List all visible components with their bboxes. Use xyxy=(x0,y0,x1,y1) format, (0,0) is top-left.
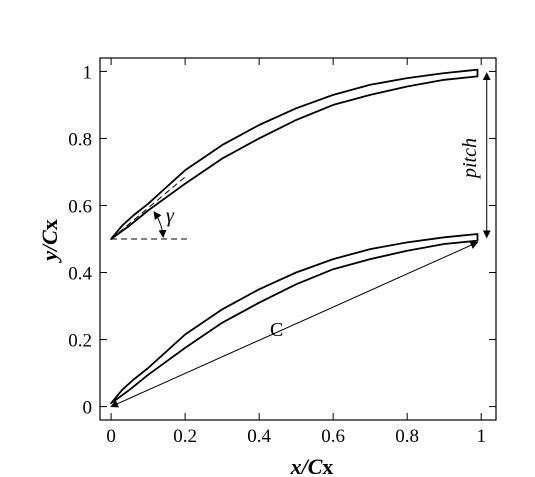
x-tick-label: 0 xyxy=(106,426,116,447)
x-tick-label: 0.6 xyxy=(321,426,345,447)
axis-titles: x/Cx y/Cx xyxy=(37,219,333,477)
chord-label: C xyxy=(270,319,283,341)
plot-frame xyxy=(99,57,497,421)
upper-blade xyxy=(110,68,479,240)
annotations: γ pitch C xyxy=(166,138,481,341)
blade-profiles xyxy=(110,68,491,408)
y-tick-label: 1 xyxy=(83,62,93,83)
gamma-arc xyxy=(153,211,167,238)
inlet-direction-line xyxy=(110,176,186,240)
x-axis-title: x/Cx xyxy=(290,454,334,477)
gamma-label: γ xyxy=(166,205,175,227)
x-tick-label: 0.2 xyxy=(173,426,197,447)
x-tick-label: 1 xyxy=(476,426,486,447)
y-tick-label: 0 xyxy=(83,398,93,419)
pitch-label: pitch xyxy=(459,138,481,180)
plot-axes: 0 0.2 0.4 0.6 0.8 1 0 0.2 0.4 0.6 0.8 1 xyxy=(68,57,497,447)
chord-arrow xyxy=(110,241,479,408)
x-tick-label: 0.8 xyxy=(395,426,419,447)
y-tick-label: 0.8 xyxy=(68,129,92,150)
y-axis-title: y/Cx xyxy=(37,219,62,264)
y-tick-label: 0.2 xyxy=(68,331,92,352)
y-tick-label: 0.4 xyxy=(68,264,92,285)
y-tick-label: 0.6 xyxy=(68,196,92,217)
lower-blade xyxy=(110,233,479,405)
x-tick-label: 0.4 xyxy=(247,426,271,447)
